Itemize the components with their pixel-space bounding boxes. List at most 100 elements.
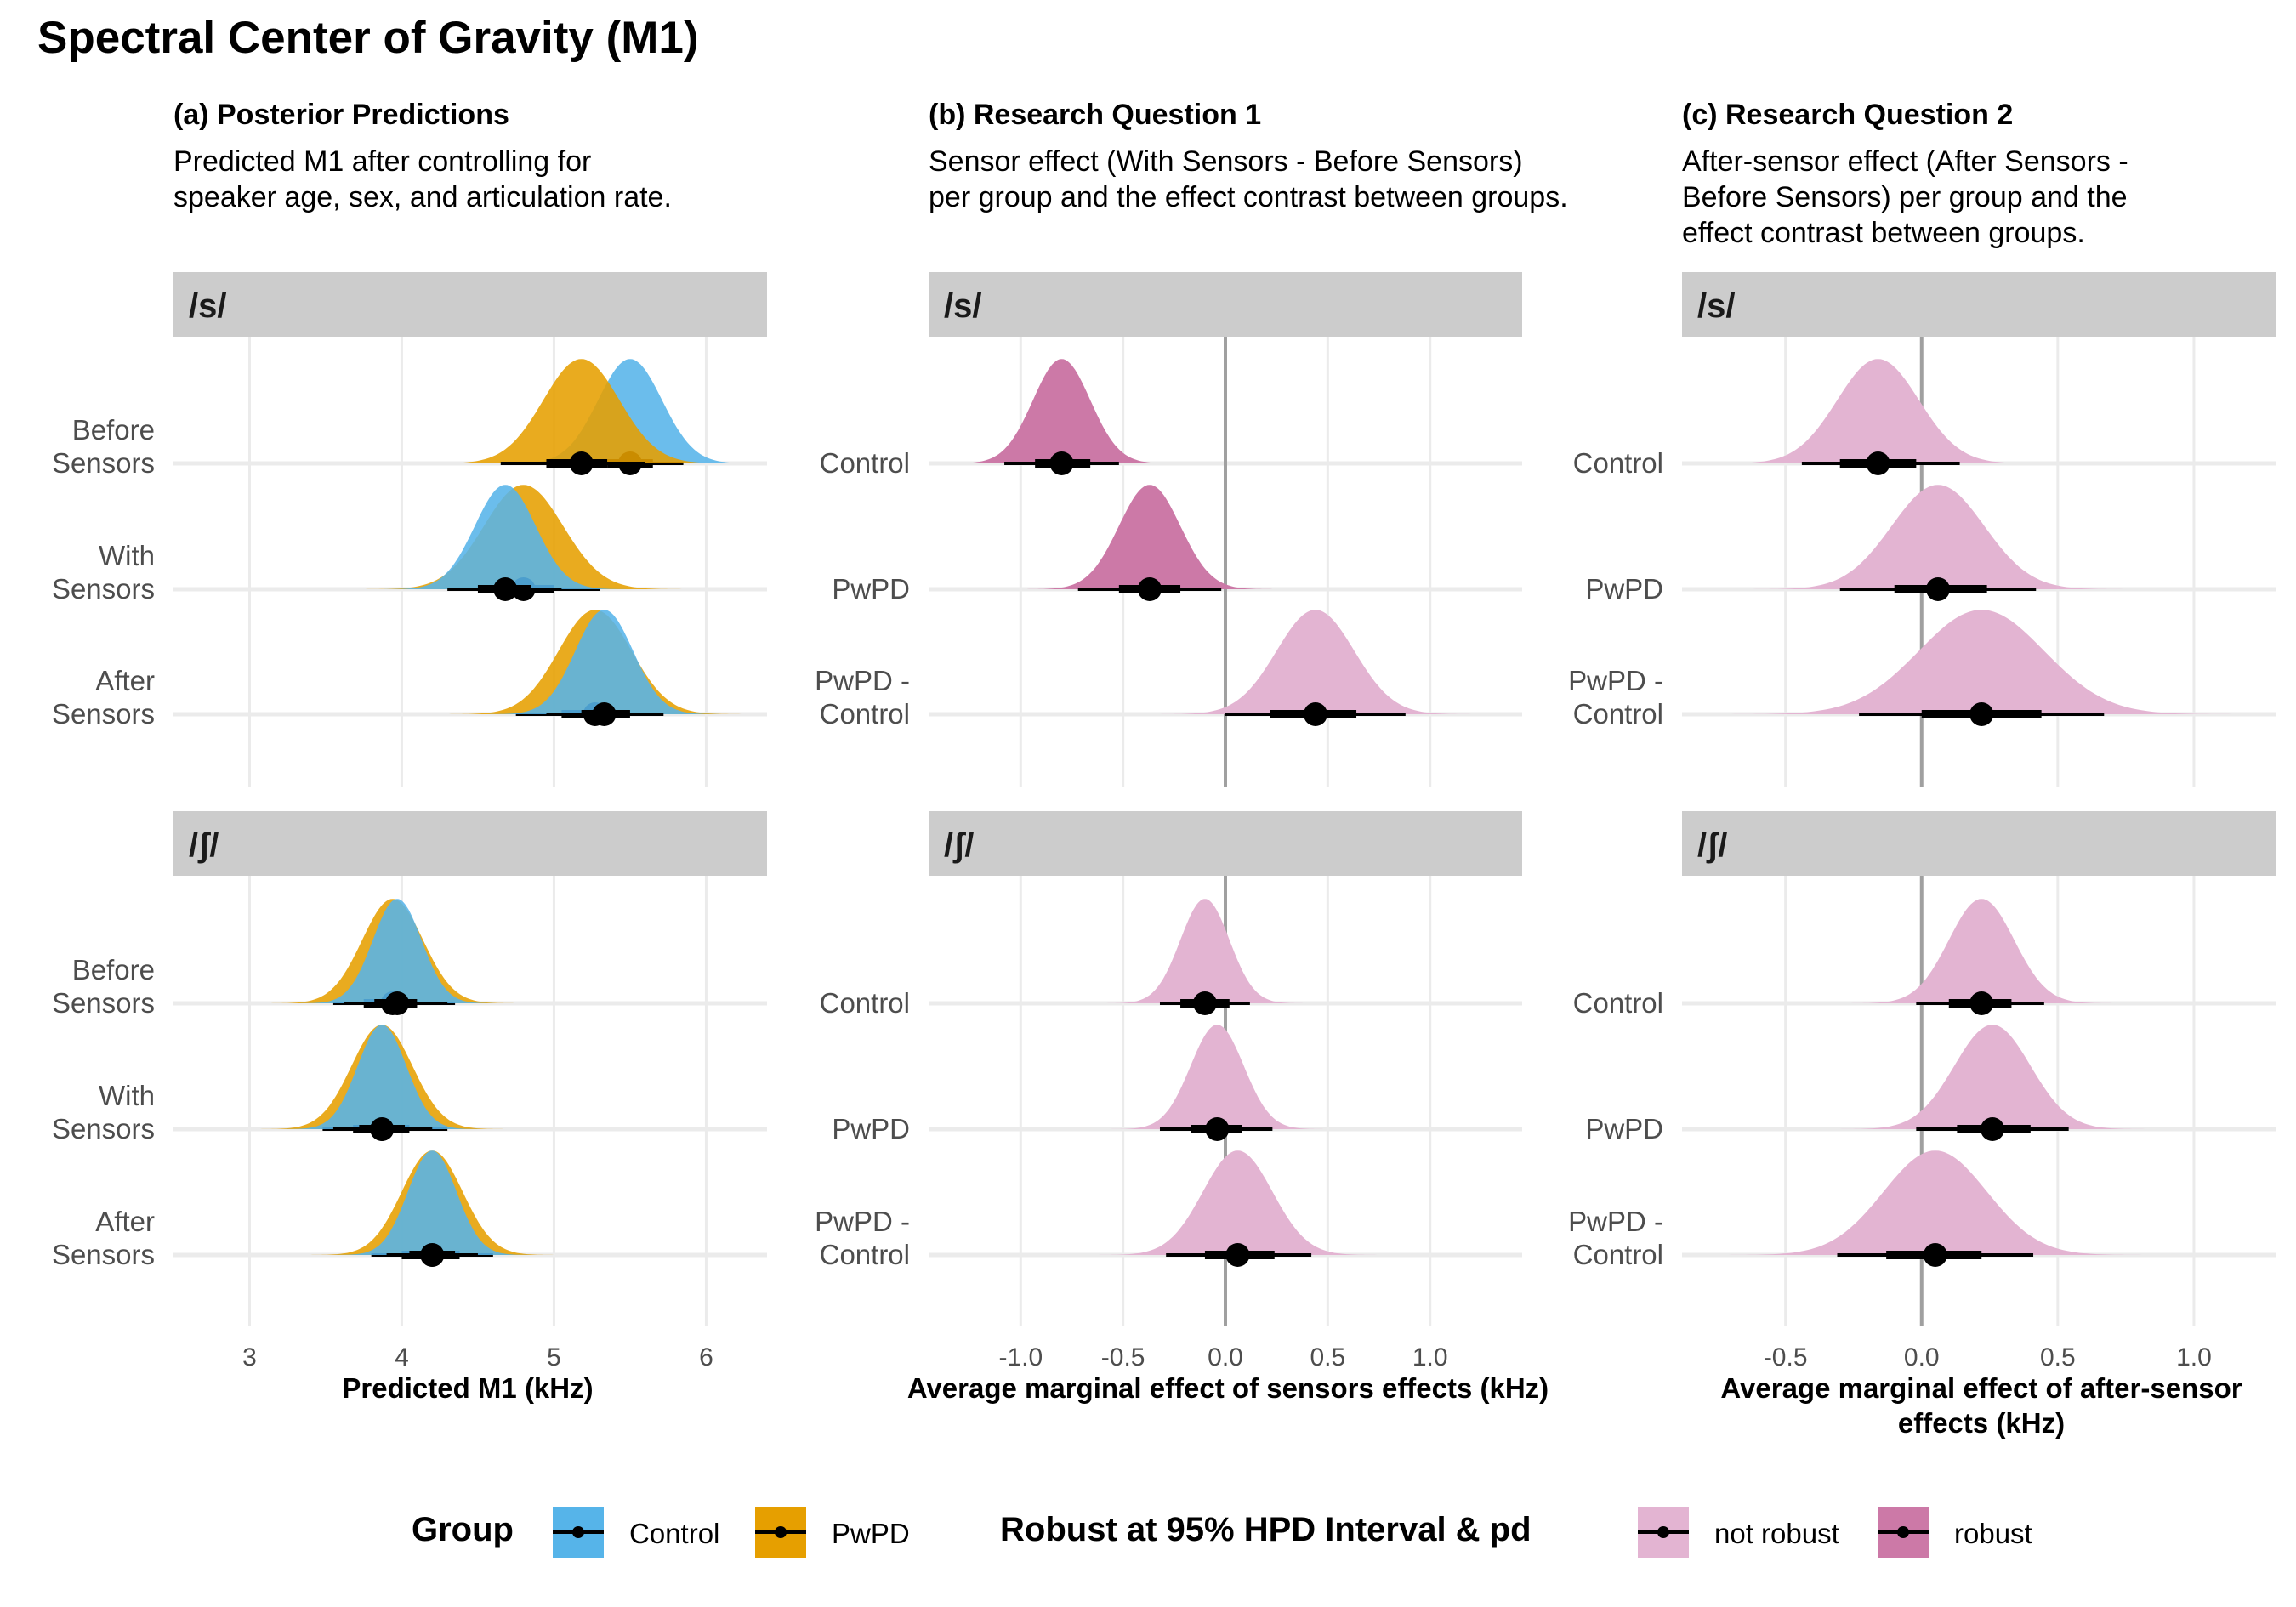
panel-b-title: (b) Research Question 1 <box>929 99 1261 131</box>
density-pwpd-control <box>1731 610 2232 714</box>
facet-strip <box>929 272 1522 337</box>
facet-strip-label: /ʃ/ <box>1697 826 1728 864</box>
legend-group-title: Group <box>412 1511 514 1548</box>
panel-b-subtitle-line-1: Sensor effect (With Sensors - Before Sen… <box>929 145 1523 178</box>
legend-key-robust <box>1878 1507 1929 1558</box>
panel-c-subtitle-line-1: After-sensor effect (After Sensors - <box>1682 145 2128 178</box>
y-tick-label: Control <box>820 1239 910 1270</box>
facet-strip <box>929 811 1522 876</box>
panel-c-subtitle-line-2: Before Sensors) per group and the <box>1682 181 2128 213</box>
x-tick-label: 0.5 <box>2040 1343 2076 1371</box>
x-tick-label: 3 <box>242 1343 257 1371</box>
legend-point <box>775 1526 787 1538</box>
y-tick-label: PwPD <box>1585 573 1663 605</box>
legend: Group Control PwPD Robust at 95% HPD Int… <box>412 1507 2032 1558</box>
median-point <box>1866 451 1890 475</box>
median-point <box>1923 1243 1947 1267</box>
panel-c-x-axis-title-line-2: effects (kHz) <box>1898 1407 2065 1439</box>
y-tick-label: PwPD <box>1585 1113 1663 1144</box>
facet-strip-label: /ʃ/ <box>944 826 975 864</box>
y-tick-label: Sensors <box>52 447 155 479</box>
median-point <box>420 1243 445 1267</box>
y-tick-label: PwPD - <box>1568 665 1663 696</box>
panel-c-title: (c) Research Question 2 <box>1682 99 2013 131</box>
density-with-sensors-control <box>384 485 628 589</box>
panels: /s/BeforeSensorsWithSensorsAfterSensors/… <box>52 272 2276 1371</box>
density-pwpd <box>1753 485 2123 589</box>
panel-b-x-axis-title: Average marginal effect of sensors effec… <box>907 1372 1549 1404</box>
legend-point <box>1897 1526 1909 1538</box>
legend-label-pwpd: PwPD <box>832 1518 910 1549</box>
y-tick-label: With <box>99 1080 155 1111</box>
median-point <box>385 991 410 1015</box>
panel-a-subtitle-line-2: speaker age, sex, and articulation rate. <box>173 181 672 213</box>
median-point <box>1969 991 1994 1015</box>
y-tick-label: Control <box>1573 987 1663 1019</box>
panel-c-x-axis-title-line-1: Average marginal effect of after-sensor <box>1720 1372 2242 1404</box>
x-tick-label: 5 <box>547 1343 561 1371</box>
y-tick-label: After <box>95 1206 155 1237</box>
median-point <box>1049 451 1074 475</box>
x-tick-label: 1.0 <box>1412 1343 1448 1371</box>
median-point <box>592 702 617 726</box>
x-tick-label: 0.0 <box>1208 1343 1243 1371</box>
legend-label-not-robust: not robust <box>1714 1518 1839 1549</box>
x-tick-label: -0.5 <box>1764 1343 1808 1371</box>
y-tick-label: PwPD <box>832 1113 910 1144</box>
figure-title: Spectral Center of Gravity (M1) <box>37 13 699 63</box>
facet-strip <box>1682 811 2276 876</box>
x-tick-label: -0.5 <box>1101 1343 1145 1371</box>
y-tick-label: PwPD <box>832 573 910 605</box>
facet-strip-label: /s/ <box>944 287 981 325</box>
legend-key-control <box>553 1507 604 1558</box>
y-tick-label: PwPD - <box>815 665 910 696</box>
median-point <box>1137 577 1162 601</box>
legend-key-pwpd <box>755 1507 806 1558</box>
x-tick-label: -1.0 <box>998 1343 1043 1371</box>
density-pwpd <box>1839 1025 2145 1129</box>
panel-a-title: (a) Posterior Predictions <box>173 99 509 131</box>
legend-key-not-robust <box>1638 1507 1689 1558</box>
density-control <box>1850 899 2112 1003</box>
density-with-sensors-control <box>284 1025 480 1129</box>
legend-robust-title: Robust at 95% HPD Interval & pd <box>1000 1511 1532 1548</box>
facet-strip <box>1682 272 2276 337</box>
y-tick-label: Before <box>72 954 155 985</box>
panel-b-subtitle-line-2: per group and the effect contrast betwee… <box>929 181 1568 213</box>
median-point <box>569 451 594 475</box>
density-after-sensors-control <box>488 610 720 714</box>
median-point <box>1303 702 1327 726</box>
density-control <box>946 359 1177 463</box>
y-tick-label: Sensors <box>52 573 155 605</box>
density-pwpd-control <box>1160 610 1471 714</box>
x-tick-label: 6 <box>699 1343 713 1371</box>
legend-point <box>572 1526 584 1538</box>
y-tick-label: PwPD - <box>1568 1206 1663 1237</box>
y-tick-label: Sensors <box>52 987 155 1019</box>
panel-a: /s/BeforeSensorsWithSensorsAfterSensors/… <box>52 272 767 1371</box>
median-point <box>1192 991 1217 1015</box>
density-control <box>1714 359 2042 463</box>
legend-point <box>1657 1526 1669 1538</box>
y-tick-label: Before <box>72 414 155 446</box>
median-point <box>1969 702 1994 726</box>
facet-strip-label: /s/ <box>1697 287 1735 325</box>
facet-strip-label: /s/ <box>189 287 226 325</box>
y-tick-label: PwPD - <box>815 1206 910 1237</box>
x-tick-label: 1.0 <box>2176 1343 2212 1371</box>
x-tick-label: 0.0 <box>1904 1343 1940 1371</box>
y-tick-label: Control <box>820 987 910 1019</box>
facet-strip <box>173 811 767 876</box>
density-pwpd <box>1111 1025 1324 1129</box>
y-tick-label: Control <box>1573 1239 1663 1270</box>
panel-a-subtitle-line-1: Predicted M1 after controlling for <box>173 145 591 178</box>
density-control <box>1106 899 1304 1003</box>
density-pwpd-control <box>1098 1150 1378 1255</box>
y-tick-label: Sensors <box>52 698 155 730</box>
facet-strip-label: /ʃ/ <box>189 826 219 864</box>
